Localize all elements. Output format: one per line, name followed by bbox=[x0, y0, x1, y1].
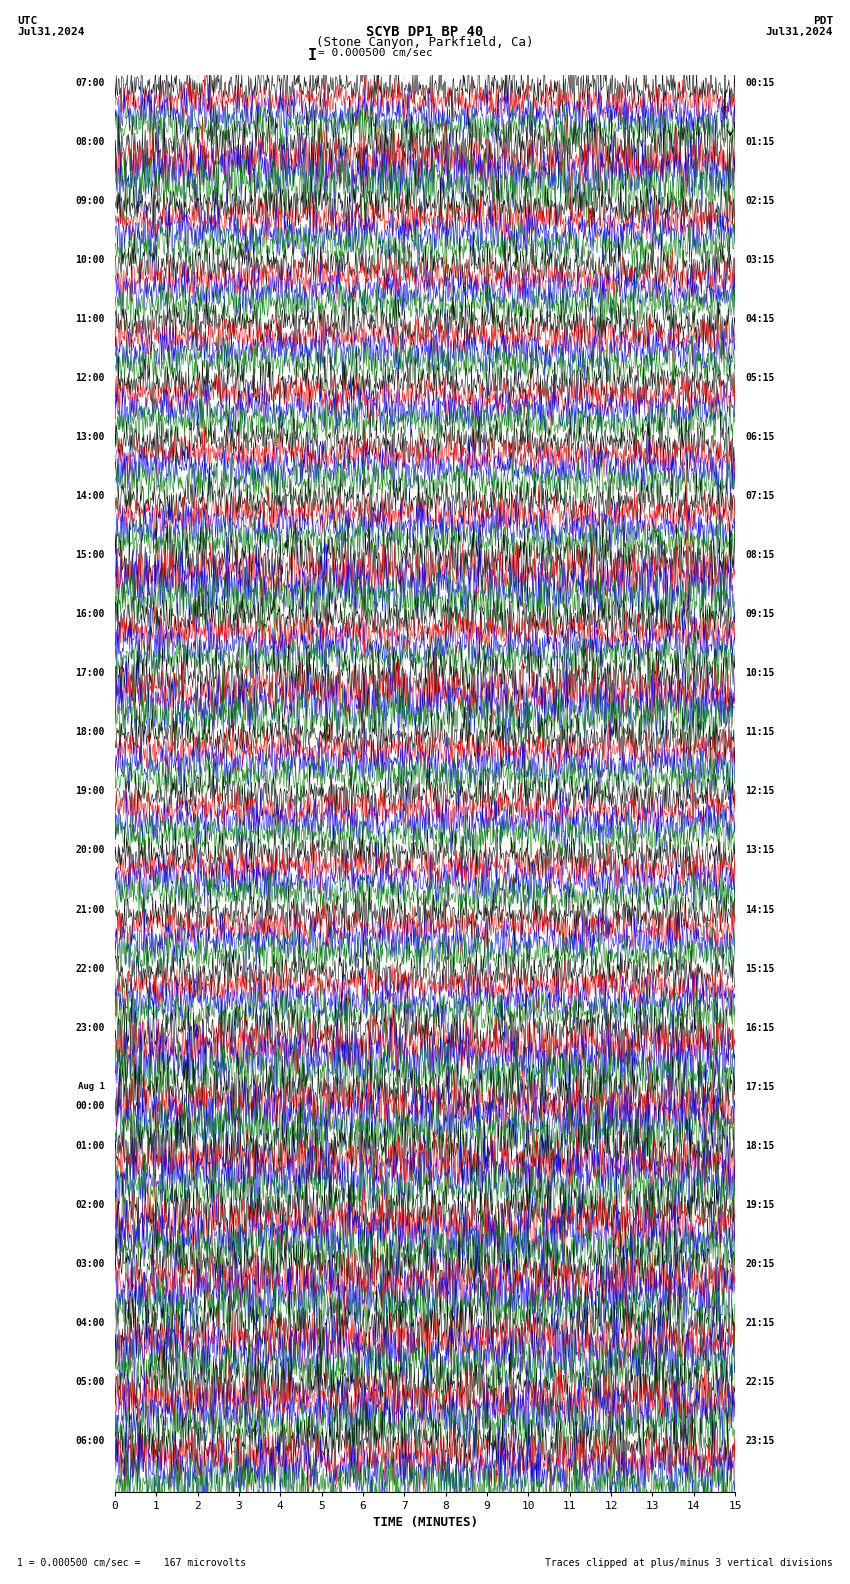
Text: I: I bbox=[309, 48, 317, 62]
Text: 11:00: 11:00 bbox=[75, 314, 105, 325]
Text: PDT: PDT bbox=[813, 16, 833, 25]
Text: 00:00: 00:00 bbox=[75, 1101, 105, 1110]
Text: 09:00: 09:00 bbox=[75, 196, 105, 206]
Text: 13:15: 13:15 bbox=[745, 846, 775, 855]
Text: 01:00: 01:00 bbox=[75, 1140, 105, 1150]
Text: 10:15: 10:15 bbox=[745, 668, 775, 678]
Text: Jul31,2024: Jul31,2024 bbox=[766, 27, 833, 36]
Text: 21:00: 21:00 bbox=[75, 904, 105, 914]
Text: 07:15: 07:15 bbox=[745, 491, 775, 501]
Text: UTC: UTC bbox=[17, 16, 37, 25]
Text: 14:00: 14:00 bbox=[75, 491, 105, 501]
Text: = 0.000500 cm/sec: = 0.000500 cm/sec bbox=[318, 48, 433, 57]
Text: 08:15: 08:15 bbox=[745, 550, 775, 561]
Text: 20:15: 20:15 bbox=[745, 1259, 775, 1269]
Text: 22:00: 22:00 bbox=[75, 963, 105, 974]
Text: Traces clipped at plus/minus 3 vertical divisions: Traces clipped at plus/minus 3 vertical … bbox=[545, 1559, 833, 1568]
Text: 03:15: 03:15 bbox=[745, 255, 775, 265]
Text: 22:15: 22:15 bbox=[745, 1376, 775, 1386]
Text: 16:15: 16:15 bbox=[745, 1023, 775, 1033]
Text: 19:00: 19:00 bbox=[75, 786, 105, 797]
Text: 05:15: 05:15 bbox=[745, 374, 775, 383]
Text: 10:00: 10:00 bbox=[75, 255, 105, 265]
Text: 12:15: 12:15 bbox=[745, 786, 775, 797]
Text: 02:00: 02:00 bbox=[75, 1199, 105, 1210]
Text: 21:15: 21:15 bbox=[745, 1318, 775, 1327]
Text: Jul31,2024: Jul31,2024 bbox=[17, 27, 84, 36]
Text: 07:00: 07:00 bbox=[75, 78, 105, 89]
Text: 11:15: 11:15 bbox=[745, 727, 775, 738]
X-axis label: TIME (MINUTES): TIME (MINUTES) bbox=[372, 1516, 478, 1530]
Text: 16:00: 16:00 bbox=[75, 610, 105, 619]
Text: 14:15: 14:15 bbox=[745, 904, 775, 914]
Text: 04:15: 04:15 bbox=[745, 314, 775, 325]
Text: 04:00: 04:00 bbox=[75, 1318, 105, 1327]
Text: 18:15: 18:15 bbox=[745, 1140, 775, 1150]
Text: 17:15: 17:15 bbox=[745, 1082, 775, 1091]
Text: 13:00: 13:00 bbox=[75, 432, 105, 442]
Text: 06:00: 06:00 bbox=[75, 1435, 105, 1446]
Text: 1 = 0.000500 cm/sec =    167 microvolts: 1 = 0.000500 cm/sec = 167 microvolts bbox=[17, 1559, 246, 1568]
Text: 08:00: 08:00 bbox=[75, 138, 105, 147]
Text: 23:00: 23:00 bbox=[75, 1023, 105, 1033]
Text: (Stone Canyon, Parkfield, Ca): (Stone Canyon, Parkfield, Ca) bbox=[316, 36, 534, 49]
Text: 12:00: 12:00 bbox=[75, 374, 105, 383]
Text: 03:00: 03:00 bbox=[75, 1259, 105, 1269]
Text: 17:00: 17:00 bbox=[75, 668, 105, 678]
Text: 20:00: 20:00 bbox=[75, 846, 105, 855]
Text: 01:15: 01:15 bbox=[745, 138, 775, 147]
Text: 18:00: 18:00 bbox=[75, 727, 105, 738]
Text: 00:15: 00:15 bbox=[745, 78, 775, 89]
Text: SCYB DP1 BP 40: SCYB DP1 BP 40 bbox=[366, 25, 484, 40]
Text: 15:00: 15:00 bbox=[75, 550, 105, 561]
Text: Aug 1: Aug 1 bbox=[77, 1082, 105, 1091]
Text: 05:00: 05:00 bbox=[75, 1376, 105, 1386]
Text: 06:15: 06:15 bbox=[745, 432, 775, 442]
Text: 15:15: 15:15 bbox=[745, 963, 775, 974]
Text: 23:15: 23:15 bbox=[745, 1435, 775, 1446]
Text: 09:15: 09:15 bbox=[745, 610, 775, 619]
Text: 02:15: 02:15 bbox=[745, 196, 775, 206]
Text: 19:15: 19:15 bbox=[745, 1199, 775, 1210]
